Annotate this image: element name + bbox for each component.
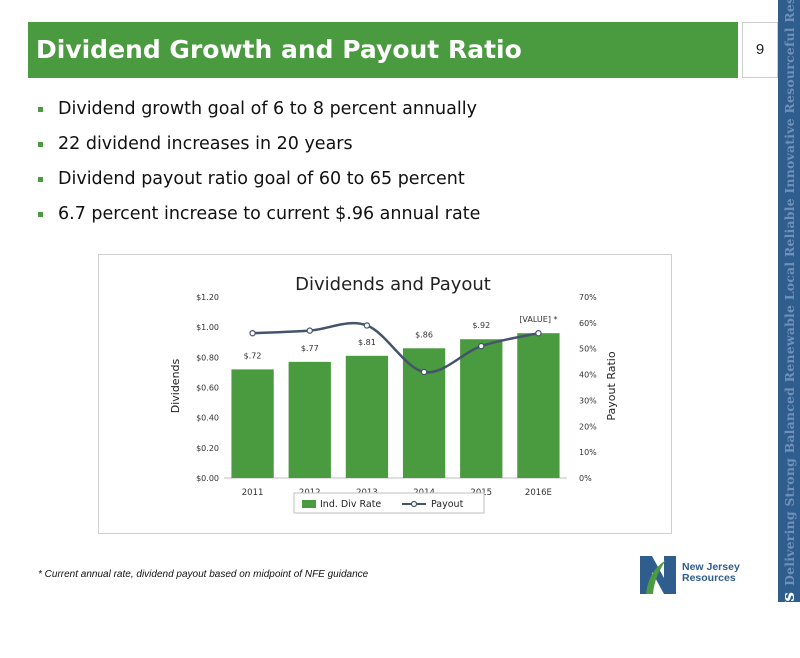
bullet-item: 6.7 percent increase to current $.96 ann… bbox=[36, 201, 480, 236]
company-logo: New Jersey Resources bbox=[636, 548, 766, 600]
bullet-square-icon bbox=[38, 212, 43, 217]
chart-container: Dividends and Payout Dividends Payout Ra… bbox=[98, 254, 672, 534]
y-tick-label: $0.80 bbox=[196, 353, 219, 362]
bar bbox=[517, 333, 560, 478]
bar bbox=[345, 355, 389, 478]
bullet-list: Dividend growth goal of 6 to 8 percent a… bbox=[36, 96, 480, 236]
page-title: Dividend Growth and Payout Ratio bbox=[36, 35, 522, 64]
bar bbox=[460, 339, 503, 478]
bar bbox=[231, 369, 274, 478]
x-tick-label: 2016E bbox=[525, 488, 552, 498]
bullet-text: Dividend growth goal of 6 to 8 percent a… bbox=[58, 99, 477, 119]
bullet-square-icon bbox=[38, 142, 43, 147]
footnote: * Current annual rate, dividend payout b… bbox=[38, 569, 369, 580]
legend-point-swatch bbox=[410, 500, 418, 508]
nj-resources-logo-icon bbox=[640, 556, 676, 594]
y-tick-label: $0.40 bbox=[196, 414, 219, 423]
payout-point bbox=[249, 329, 256, 337]
title-bar: Dividend Growth and Payout Ratio bbox=[28, 22, 738, 78]
bullet-item: Dividend payout ratio goal of 60 to 65 p… bbox=[36, 166, 480, 201]
y2-tick-label: 10% bbox=[579, 448, 597, 457]
payout-point bbox=[478, 342, 485, 350]
y2-tick-label: 50% bbox=[579, 345, 597, 354]
dividends-payout-chart: Dividends and Payout Dividends Payout Ra… bbox=[169, 274, 618, 514]
legend-bar-swatch bbox=[302, 500, 316, 508]
side-tagline: AlwaysDelivering Strong Balanced Renewab… bbox=[779, 0, 799, 658]
legend-box bbox=[293, 492, 485, 514]
bar-data-label: [VALUE] * bbox=[519, 315, 557, 324]
logo-text: New Jersey Resources bbox=[682, 562, 740, 584]
bullet-text: 22 dividend increases in 20 years bbox=[58, 134, 353, 154]
bullet-square-icon bbox=[38, 107, 43, 112]
y-axis-label: Dividends bbox=[169, 358, 182, 413]
y2-tick-label: 70% bbox=[579, 293, 597, 302]
chart-legend: Ind. Div Rate Payout bbox=[293, 492, 485, 514]
payout-point bbox=[306, 327, 313, 334]
chart-title: Dividends and Payout bbox=[295, 274, 491, 295]
payout-point bbox=[535, 329, 542, 337]
bullet-item: 22 dividend increases in 20 years bbox=[36, 131, 480, 166]
bar-data-label: $.72 bbox=[244, 351, 262, 360]
y2-tick-label: 20% bbox=[579, 422, 597, 431]
y2-tick-label: 60% bbox=[579, 319, 597, 328]
y2-tick-label: 40% bbox=[579, 371, 597, 380]
bullet-text: Dividend payout ratio goal of 60 to 65 p… bbox=[58, 169, 465, 189]
y2-tick-label: 30% bbox=[579, 396, 597, 405]
x-tick-label: 2011 bbox=[242, 488, 264, 498]
bullet-square-icon bbox=[38, 177, 43, 182]
logo-line-1: New Jersey bbox=[682, 561, 740, 573]
bar-data-label: $.86 bbox=[415, 330, 433, 339]
bullet-text: 6.7 percent increase to current $.96 ann… bbox=[58, 204, 481, 224]
payout-point bbox=[420, 368, 428, 376]
y-tick-label: $0.00 bbox=[196, 474, 219, 483]
y2-axis-label: Payout Ratio bbox=[605, 351, 618, 420]
bar bbox=[288, 361, 331, 478]
bar-data-label: $.81 bbox=[358, 338, 376, 347]
y-tick-label: $0.60 bbox=[196, 384, 219, 393]
bar-data-label: $.77 bbox=[301, 344, 319, 353]
y-tick-label: $0.20 bbox=[196, 444, 219, 453]
tagline-words: Delivering Strong Balanced Renewable Loc… bbox=[782, 0, 797, 586]
bullet-item: Dividend growth goal of 6 to 8 percent a… bbox=[36, 96, 480, 131]
y-tick-label: $1.00 bbox=[196, 323, 219, 332]
side-bar bbox=[778, 0, 800, 602]
y2-tick-label: 0% bbox=[579, 474, 592, 483]
bar-data-label: $.92 bbox=[472, 321, 490, 330]
bar bbox=[402, 348, 446, 478]
payout-point bbox=[363, 322, 371, 329]
page-number: 9 bbox=[755, 41, 765, 58]
legend-label-payout: Payout bbox=[431, 499, 464, 510]
logo-line-2: Resources bbox=[682, 572, 736, 584]
plot-area: $0.00 $0.20 $0.40 $0.60 $0.80 $1.00 $1.20 0% 10%… bbox=[196, 293, 597, 498]
legend-label-div-rate: Ind. Div Rate bbox=[320, 499, 381, 510]
y-tick-label: $1.20 bbox=[196, 293, 219, 302]
page-number-box: 9 bbox=[742, 22, 778, 78]
